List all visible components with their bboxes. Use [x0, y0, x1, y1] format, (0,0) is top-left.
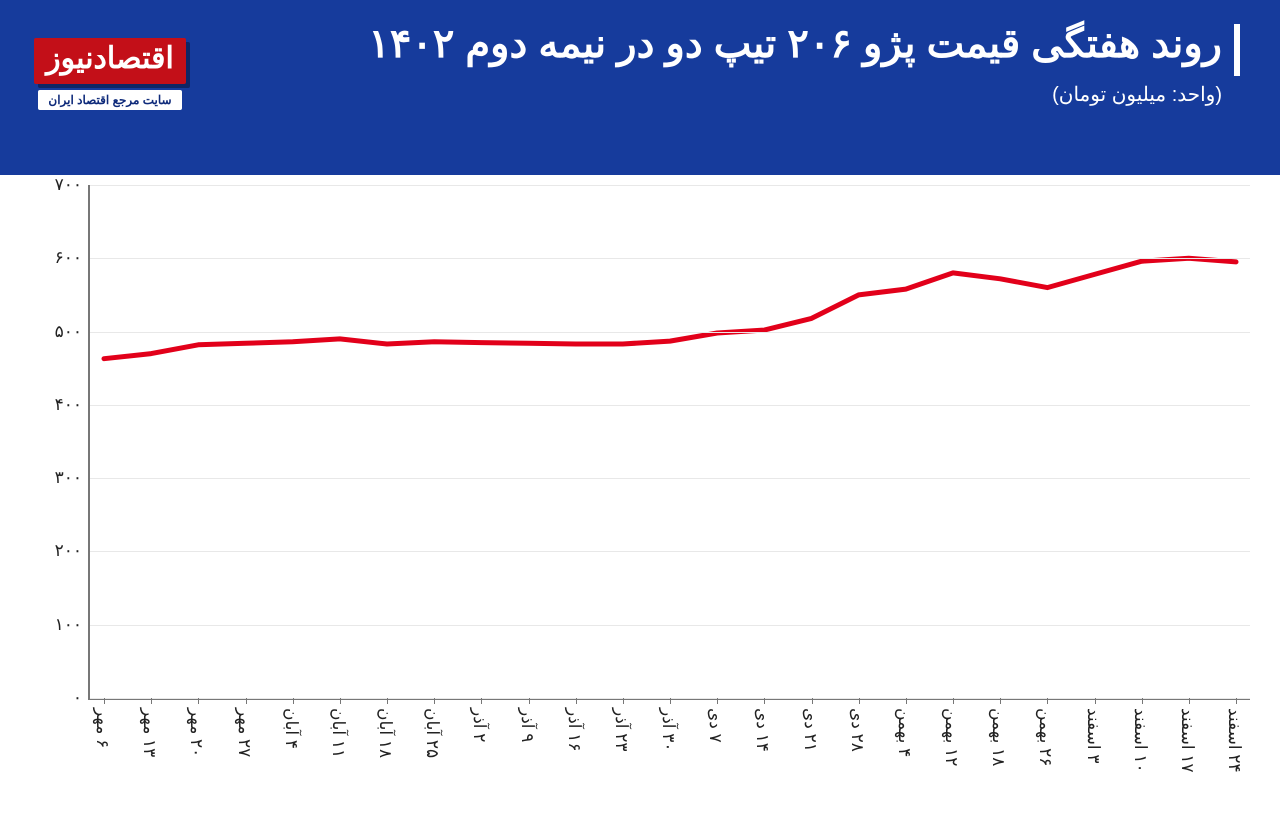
xtick-mark [1047, 698, 1048, 704]
xtick-label: ۲۷ مهر [234, 708, 254, 757]
ytick-label: ۶۰۰ [34, 248, 82, 268]
xtick-mark [293, 698, 294, 704]
xtick-label: ۱۲ بهمن [941, 708, 961, 766]
xtick-mark [906, 698, 907, 704]
gridline [90, 551, 1250, 552]
ytick-label: ۴۰۰ [34, 395, 82, 415]
xtick-mark [1000, 698, 1001, 704]
xtick-mark [151, 698, 152, 704]
xtick-label: ۳ اسفند [1083, 708, 1103, 763]
gridline [90, 258, 1250, 259]
ytick-label: ۱۰۰ [34, 615, 82, 635]
xtick-label: ۴ بهمن [894, 708, 914, 757]
xtick-mark [246, 698, 247, 704]
xtick-mark [1189, 698, 1190, 704]
xtick-label: ۲۵ آبان [422, 708, 442, 758]
xtick-label: ۱۶ آذر [564, 708, 584, 752]
xtick-mark [764, 698, 765, 704]
xtick-label: ۹ آذر [517, 708, 537, 742]
xtick-label: ۲۰ مهر [186, 708, 206, 757]
xtick-label: ۶ مهر [92, 708, 112, 748]
gridline [90, 405, 1250, 406]
gridline [90, 478, 1250, 479]
ytick-label: ۵۰۰ [34, 322, 82, 342]
title-accent-bar [1234, 24, 1240, 76]
xtick-label: ۲۶ بهمن [1035, 708, 1055, 766]
xtick-label: ۱۸ بهمن [988, 708, 1008, 766]
title-block: روند هفتگی قیمت پژو ۲۰۶ تیپ دو در نیمه د… [200, 20, 1240, 107]
logo-main: اقتصادنیوز [34, 38, 186, 84]
xtick-label: ۲۴ اسفند [1224, 708, 1244, 773]
ytick-label: ۰ [34, 688, 82, 708]
plot-region: ۰۱۰۰۲۰۰۳۰۰۴۰۰۵۰۰۶۰۰۷۰۰۶ مهر۱۳ مهر۲۰ مهر۲… [88, 185, 1250, 700]
xtick-mark [481, 698, 482, 704]
gridline [90, 625, 1250, 626]
xtick-label: ۱۷ اسفند [1177, 708, 1197, 773]
xtick-mark [576, 698, 577, 704]
xtick-mark [104, 698, 105, 704]
ytick-label: ۷۰۰ [34, 175, 82, 195]
xtick-mark [387, 698, 388, 704]
ytick-label: ۲۰۰ [34, 541, 82, 561]
xtick-label: ۲۱ دی [800, 708, 820, 752]
gridline [90, 332, 1250, 333]
xtick-label: ۳۰ آذر [658, 708, 678, 752]
logo-subtitle: سایت مرجع اقتصاد ایران [38, 90, 181, 110]
chart-header: روند هفتگی قیمت پژو ۲۰۶ تیپ دو در نیمه د… [0, 0, 1280, 175]
xtick-label: ۴ آبان [281, 708, 301, 749]
xtick-mark [670, 698, 671, 704]
xtick-label: ۲۸ دی [847, 708, 867, 752]
xtick-mark [1236, 698, 1237, 704]
xtick-mark [717, 698, 718, 704]
xtick-label: ۱۰ اسفند [1130, 708, 1150, 773]
chart-title: روند هفتگی قیمت پژو ۲۰۶ تیپ دو در نیمه د… [200, 20, 1222, 68]
price-line [104, 258, 1236, 358]
xtick-label: ۱۳ مهر [139, 708, 159, 757]
logo: اقتصادنیوز سایت مرجع اقتصاد ایران [20, 38, 200, 110]
xtick-mark [340, 698, 341, 704]
xtick-mark [859, 698, 860, 704]
gridline [90, 185, 1250, 186]
xtick-label: ۱۸ آبان [375, 708, 395, 758]
xtick-mark [434, 698, 435, 704]
xtick-mark [1095, 698, 1096, 704]
chart-subtitle: (واحد: میلیون تومان) [200, 82, 1222, 107]
xtick-mark [529, 698, 530, 704]
xtick-mark [623, 698, 624, 704]
xtick-label: ۲۳ آذر [611, 708, 631, 752]
xtick-mark [1142, 698, 1143, 704]
xtick-mark [198, 698, 199, 704]
ytick-label: ۳۰۰ [34, 468, 82, 488]
line-chart-svg [90, 185, 1250, 698]
xtick-mark [812, 698, 813, 704]
xtick-label: ۱۱ آبان [328, 708, 348, 758]
xtick-label: ۷ دی [705, 708, 725, 743]
xtick-label: ۱۴ دی [752, 708, 772, 752]
xtick-mark [953, 698, 954, 704]
xtick-label: ۲ آذر [469, 708, 489, 742]
chart-area: ۰ ۱۰۰ ۲۰۰ ۳۰۰ ۴۰۰ ۵۰۰ ۶۰۰ ۷۰۰ ۶ مهر ۱۳ مهر ۲۰ مهر ۲… [0, 175, 1280, 815]
